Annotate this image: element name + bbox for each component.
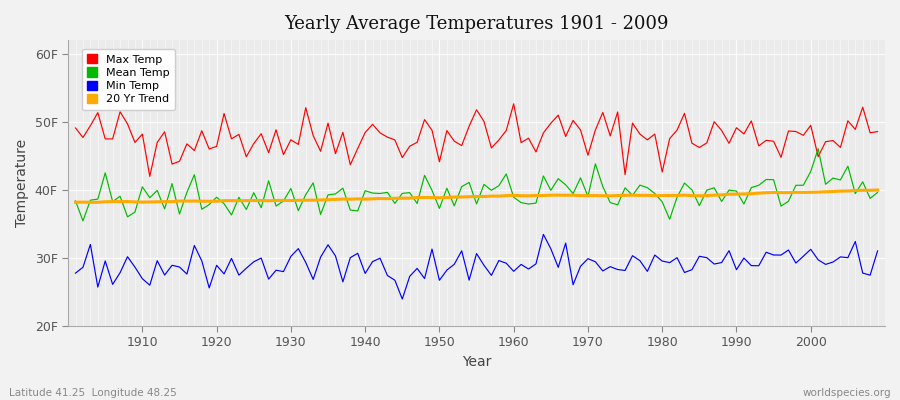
Text: worldspecies.org: worldspecies.org (803, 388, 891, 398)
Y-axis label: Temperature: Temperature (15, 139, 29, 227)
Legend: Max Temp, Mean Temp, Min Temp, 20 Yr Trend: Max Temp, Mean Temp, Min Temp, 20 Yr Tre… (82, 48, 176, 110)
X-axis label: Year: Year (462, 355, 491, 369)
Text: Latitude 41.25  Longitude 48.25: Latitude 41.25 Longitude 48.25 (9, 388, 176, 398)
Title: Yearly Average Temperatures 1901 - 2009: Yearly Average Temperatures 1901 - 2009 (284, 15, 669, 33)
